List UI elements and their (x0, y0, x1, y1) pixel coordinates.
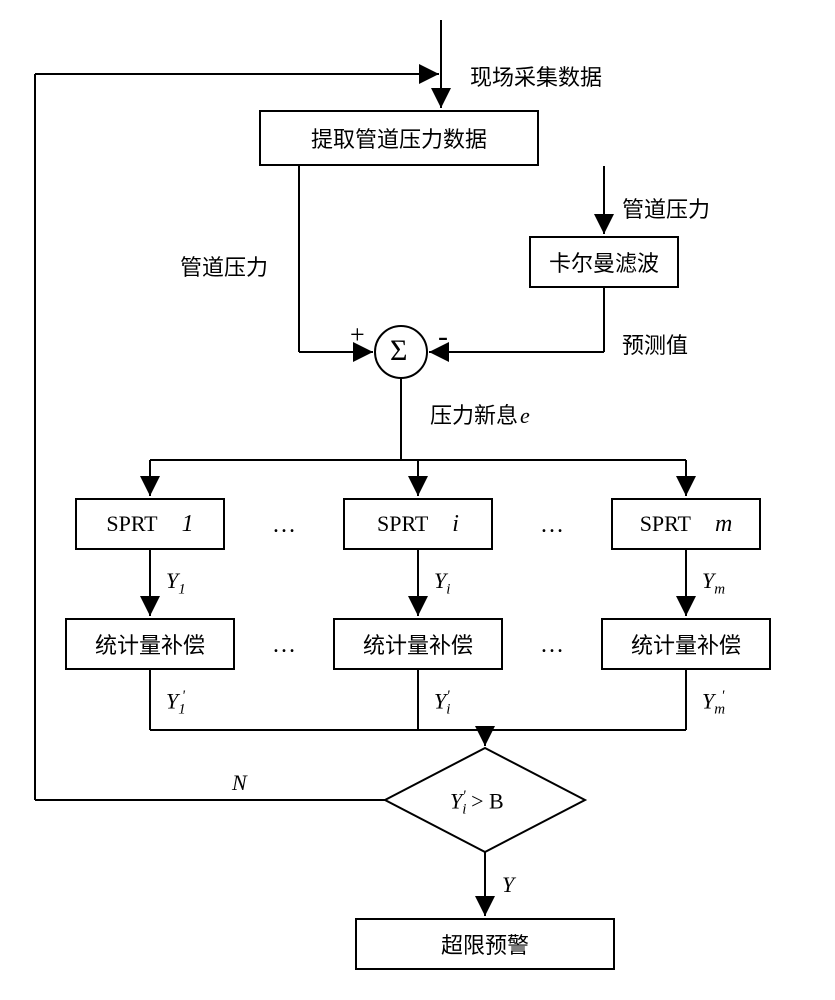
decision-text: Yi' > B (450, 788, 504, 819)
innovation-label: 压力新息e (430, 398, 530, 430)
comp-m-box: 统计量补偿 (601, 618, 771, 670)
sprt-label: SPRT (640, 511, 691, 537)
alarm-label: 超限预警 (441, 928, 529, 960)
kalman-label: 卡尔曼滤波 (549, 246, 659, 278)
branch-y: Y (502, 872, 514, 898)
y1p-label: Y1' (166, 688, 185, 719)
sprt-i-idx: i (452, 511, 459, 538)
alarm-box: 超限预警 (355, 918, 615, 970)
comp-1-box: 统计量补偿 (65, 618, 235, 670)
comp-m-label: 统计量补偿 (631, 628, 741, 660)
sprt-i-box: SPRT i (343, 498, 493, 550)
ellipsis-3: … (272, 632, 296, 659)
ellipsis-2: … (540, 512, 564, 539)
yip-label: Yi' (434, 688, 450, 719)
sprt-label: SPRT (377, 511, 428, 537)
sprt-m-idx: m (715, 511, 732, 538)
ellipsis-4: … (540, 632, 564, 659)
sum-symbol: Σ (390, 334, 407, 368)
comp-1-label: 统计量补偿 (95, 628, 205, 660)
yi-label: Yi (434, 568, 450, 598)
pressure-left-label: 管道压力 (180, 250, 268, 282)
minus-sign: - (438, 320, 448, 354)
input-data-label: 现场采集数据 (470, 60, 602, 92)
sprt-m-box: SPRT m (611, 498, 761, 550)
ymp-label: Ym' (702, 688, 724, 719)
sprt-1-box: SPRT 1 (75, 498, 225, 550)
ym-label: Ym (702, 568, 725, 598)
predicted-label: 预测值 (622, 328, 688, 360)
sprt-1-idx: 1 (182, 511, 194, 538)
kalman-box: 卡尔曼滤波 (529, 236, 679, 288)
comp-i-box: 统计量补偿 (333, 618, 503, 670)
comp-i-label: 统计量补偿 (363, 628, 473, 660)
sprt-label: SPRT (106, 511, 157, 537)
branch-n: N (232, 770, 247, 796)
plus-sign: + (350, 320, 365, 350)
pressure-right-label: 管道压力 (622, 192, 710, 224)
y1-label: Y1 (166, 568, 186, 598)
ellipsis-1: … (272, 512, 296, 539)
extract-label: 提取管道压力数据 (311, 122, 487, 154)
extract-box: 提取管道压力数据 (259, 110, 539, 166)
